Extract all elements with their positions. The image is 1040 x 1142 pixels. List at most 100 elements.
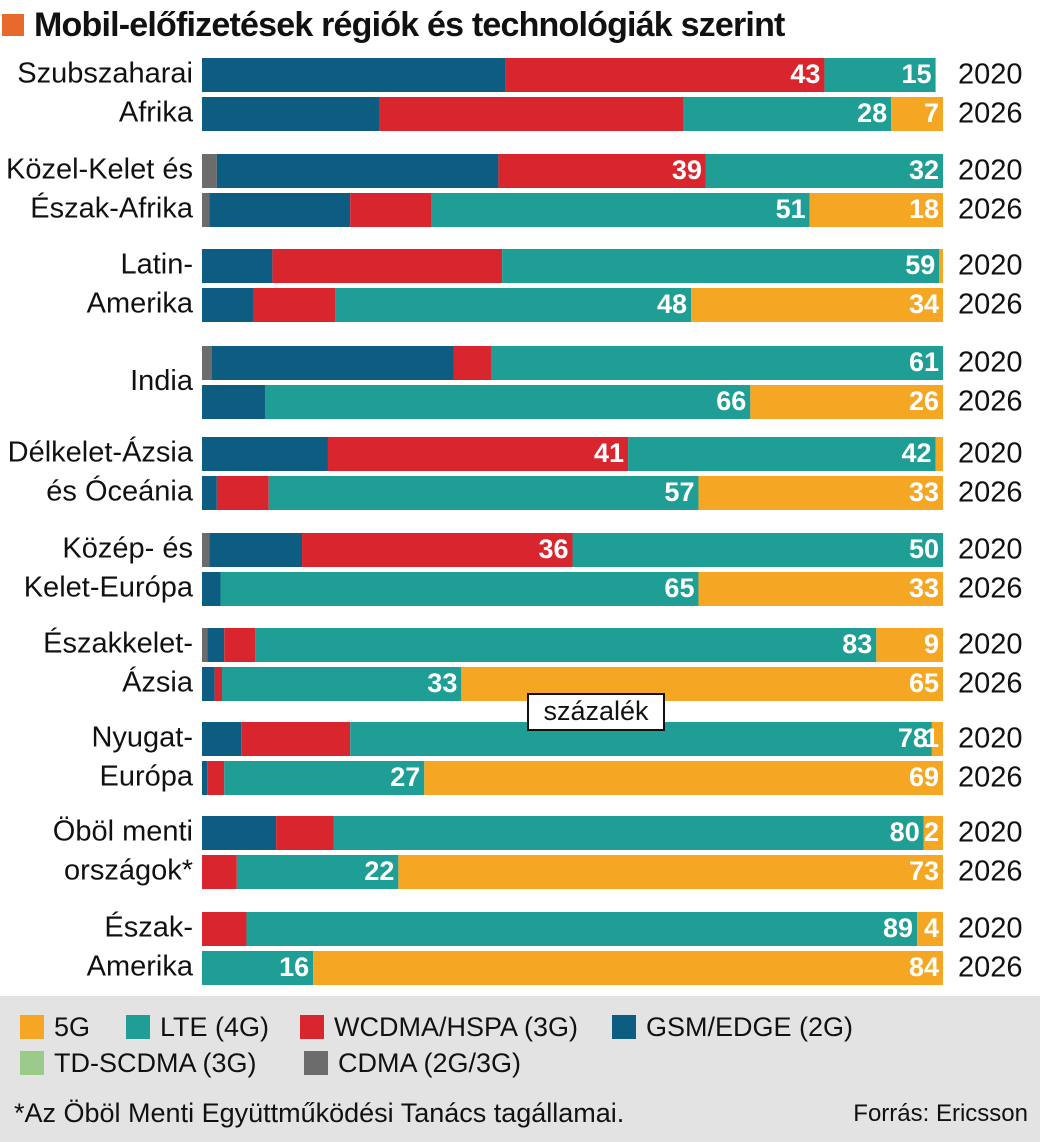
- bar-gsm-g4-2026: [202, 476, 217, 510]
- data-label-lte-g7-2020: 78: [898, 723, 928, 753]
- data-label-lte-g6-2026: 33: [427, 668, 457, 698]
- data-label-lte-g9-2020: 89: [883, 913, 913, 943]
- bar-wcdma-g4-2020: [327, 437, 629, 471]
- unit-label-box: [527, 693, 665, 731]
- bar-gsm-g1-2020: [216, 154, 499, 188]
- category-label-g5-line1: Kelet-Európa: [24, 572, 194, 604]
- title-block: Mobil-előfizetések régiók és technológiá…: [2, 2, 785, 48]
- bar-lte-g9-2026: [202, 951, 314, 985]
- data-label-lte-g0-2026: 28: [857, 98, 887, 128]
- data-label-lte-g9-2026: 16: [279, 952, 309, 982]
- bar-gsm-g5-2026: [202, 572, 221, 606]
- category-label-g7-line0: Nyugat-: [91, 722, 193, 754]
- data-label-wcdma-g1-2020: 39: [672, 155, 702, 185]
- bar-5g-g8-2020: [923, 816, 943, 850]
- year-label-g0-2020: 2020: [958, 59, 1023, 91]
- bar-gsm-g1-2026: [209, 193, 351, 227]
- category-label-g8-line1: országok*: [64, 855, 193, 887]
- data-label-5g-g8-2020: 2: [924, 817, 939, 847]
- chart-plot: 43 15 2020 28 7 2026 Szubszaharai Afrika 39 32 202…: [6, 58, 1023, 985]
- legend-item-5g: 5G: [20, 1012, 90, 1042]
- bar-cdma-g1-2026: [202, 193, 210, 227]
- bar-lte-g6-2026: [222, 667, 462, 701]
- data-label-wcdma-g4-2020: 41: [594, 438, 624, 468]
- year-label-g7-2026: 2026: [958, 762, 1023, 794]
- legend-item-gsm: GSM/EDGE (2G): [612, 1012, 853, 1042]
- year-label-g7-2020: 2020: [958, 723, 1023, 755]
- data-label-lte-g8-2026: 22: [364, 856, 394, 886]
- legend-swatch-5g: [20, 1015, 44, 1039]
- bar-lte-g5-2020: [572, 533, 943, 567]
- legend-label-wcdma: WCDMA/HSPA (3G): [334, 1011, 579, 1042]
- bar-gsm-g8-2020: [202, 816, 277, 850]
- data-label-5g-g3-2026: 26: [909, 386, 939, 416]
- bar-gsm-g7-2020: [202, 722, 242, 756]
- bar-5g-g2-2026: [691, 288, 943, 322]
- bar-gsm-g0-2020: [202, 58, 506, 92]
- title-square-icon: [2, 14, 24, 36]
- bar-lte-g7-2026: [224, 761, 425, 795]
- legend-swatch-wcdma: [300, 1015, 324, 1039]
- bar-lte-g0-2026: [683, 97, 892, 131]
- bar-lte-g8-2020: [333, 816, 924, 850]
- category-label-g9-line1: Amerika: [87, 951, 194, 983]
- bar-gsm-g6-2026: [202, 667, 215, 701]
- bar-wcdma-g8-2020: [276, 816, 334, 850]
- bar-wcdma-g9-2020: [202, 912, 247, 946]
- category-label-g4-line0: Délkelet-Ázsia: [8, 436, 194, 469]
- data-label-5g-g7-2020: 1: [924, 723, 939, 753]
- bar-lte-g1-2026: [431, 193, 810, 227]
- bar-gsm-g7-2026: [202, 761, 208, 795]
- bar-wcdma-g2-2020: [272, 249, 503, 283]
- bar-wcdma-g0-2020: [505, 58, 825, 92]
- bar-lte-g2-2026: [335, 288, 692, 322]
- bar-wcdma-g7-2026: [207, 761, 225, 795]
- data-label-wcdma-g0-2020: 43: [790, 59, 820, 89]
- bar-5g-g2-2020: [939, 249, 943, 283]
- category-label-g0-line0: Szubszaharai: [17, 58, 193, 90]
- bar-lte-g9-2020: [246, 912, 918, 946]
- data-label-wcdma-g5-2020: 36: [538, 534, 568, 564]
- data-label-lte-g1-2020: 32: [909, 155, 939, 185]
- bar-gsm-g0-2026: [202, 97, 380, 131]
- category-label-g7-line1: Európa: [99, 761, 193, 793]
- bar-wcdma-g6-2026: [214, 667, 223, 701]
- category-label-g2-line1: Amerika: [87, 288, 194, 320]
- source-note: Forrás: Ericsson: [853, 1100, 1028, 1127]
- bar-gsm-g2-2020: [202, 249, 273, 283]
- bar-5g-g9-2020: [917, 912, 943, 946]
- category-label-g8-line0: Öböl menti: [53, 816, 193, 848]
- bar-gsm-g4-2020: [202, 437, 328, 471]
- legend-swatch-lte: [126, 1015, 150, 1039]
- year-label-g1-2020: 2020: [958, 155, 1023, 187]
- year-label-g9-2020: 2020: [958, 913, 1023, 945]
- bar-lte-g4-2026: [268, 476, 699, 510]
- data-label-lte-g4-2020: 42: [902, 438, 932, 468]
- category-label-g2-line0: Latin-: [120, 249, 193, 281]
- bar-lte-g6-2020: [255, 628, 877, 662]
- legend-label-gsm: GSM/EDGE (2G): [646, 1011, 854, 1042]
- data-label-lte-g1-2026: 51: [776, 194, 806, 224]
- bar-5g-g4-2026: [698, 476, 943, 510]
- bar-wcdma-g8-2026: [202, 855, 237, 889]
- data-label-5g-g9-2020: 4: [924, 913, 939, 943]
- year-label-g8-2020: 2020: [958, 817, 1023, 849]
- bar-5g-g1-2026: [809, 193, 943, 227]
- year-label-g2-2026: 2026: [958, 289, 1023, 321]
- bar-cdma-g1-2020: [202, 154, 217, 188]
- legend-label-tdscdma: TD-SCDMA (3G): [54, 1047, 257, 1078]
- unit-label: százalék: [543, 696, 649, 726]
- footnote: *Az Öböl Menti Együttműködési Tanács tag…: [14, 1098, 625, 1128]
- bar-5g-g7-2026: [424, 761, 943, 795]
- year-label-g3-2020: 2020: [958, 347, 1023, 379]
- bar-gsm-g3-2026: [202, 385, 265, 419]
- category-label-g1-line1: Észak-Afrika: [30, 192, 194, 225]
- year-label-g8-2026: 2026: [958, 856, 1023, 888]
- bar-wcdma-g5-2020: [302, 533, 573, 567]
- bar-gsm-g6-2020: [207, 628, 225, 662]
- bar-wcdma-g7-2020: [241, 722, 351, 756]
- data-label-5g-g6-2020: 9: [924, 629, 939, 659]
- bar-wcdma-g3-2020: [453, 346, 491, 380]
- chart-title: Mobil-előfizetések régiók és technológiá…: [34, 5, 785, 44]
- year-label-g9-2026: 2026: [958, 952, 1023, 984]
